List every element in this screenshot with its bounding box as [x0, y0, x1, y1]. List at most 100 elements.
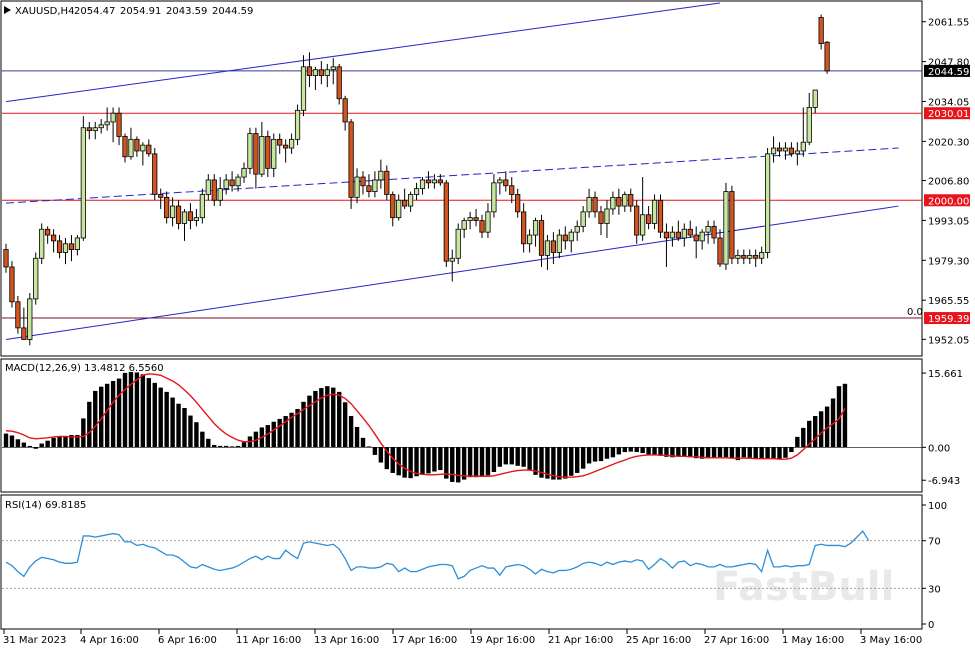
candle-body — [413, 188, 420, 195]
candle-body — [110, 112, 116, 123]
rsi-line — [5, 530, 870, 580]
candle — [116, 107, 122, 146]
candle — [622, 191, 628, 212]
time-tick-label: 3 May 16:00 — [860, 635, 922, 646]
macd-bar — [170, 397, 175, 448]
candle — [277, 133, 283, 154]
price-tag-label: 2000.00 — [928, 196, 969, 207]
candle — [705, 220, 711, 244]
candle — [384, 165, 390, 201]
macd-bar — [616, 447, 622, 455]
candle — [693, 226, 699, 259]
macd-bar — [491, 447, 497, 472]
macd-bar — [99, 386, 104, 448]
candle-body — [759, 252, 765, 259]
macd-bar — [93, 390, 98, 448]
candle-body — [604, 208, 610, 224]
macd-bar — [390, 447, 395, 473]
candle — [265, 130, 271, 178]
candle — [491, 174, 497, 218]
macd-bar — [699, 447, 705, 459]
macd-bar — [87, 401, 92, 448]
candle — [324, 63, 330, 88]
candle-body — [425, 179, 432, 184]
candle-body — [592, 196, 598, 213]
candle — [753, 249, 759, 267]
candle — [241, 162, 247, 183]
candle — [372, 171, 378, 198]
macd-bar — [670, 447, 675, 458]
candle — [711, 220, 717, 244]
candle — [425, 171, 432, 189]
macd-bar — [479, 447, 485, 477]
candle-body — [80, 127, 86, 239]
macd-tick-label: -6.943 — [928, 476, 960, 487]
rsi-title: RSI(14) 69.8185 — [5, 500, 86, 511]
candle-body — [193, 217, 199, 221]
macd-bar — [295, 408, 300, 448]
candle-body — [628, 194, 634, 207]
candle-body — [818, 17, 824, 45]
candle — [21, 307, 27, 340]
price-tick-label: 1952.05 — [928, 335, 969, 346]
macd-bar — [801, 427, 806, 448]
macd-bar — [783, 447, 788, 458]
candle — [759, 246, 765, 265]
price-layer — [2, 2, 922, 346]
macd-bar — [331, 387, 336, 448]
macd-bar — [705, 447, 711, 459]
candle — [27, 293, 33, 346]
candle-body — [663, 231, 670, 239]
price-tick-label: 1993.05 — [928, 216, 969, 227]
candle — [378, 159, 384, 189]
candle-body — [306, 66, 313, 76]
candle — [253, 127, 259, 189]
candle-body — [169, 205, 176, 219]
macd-bar — [527, 447, 532, 471]
macd-bar — [200, 431, 205, 448]
candle-body — [824, 41, 830, 72]
candle-body — [235, 176, 241, 187]
candle — [747, 249, 753, 265]
macd-bar — [551, 447, 556, 480]
macd-bar — [212, 444, 217, 448]
candle — [39, 223, 45, 265]
candle — [283, 139, 289, 163]
candle — [354, 168, 360, 204]
macd-bar — [342, 402, 348, 448]
candle-body — [318, 69, 324, 76]
candle-body — [574, 225, 580, 233]
time-tick-label: 1 May 16:00 — [782, 635, 844, 646]
candle-body — [128, 138, 134, 158]
macd-bar — [682, 447, 687, 457]
candle — [152, 148, 158, 201]
candle — [521, 203, 527, 253]
candle-body — [544, 240, 551, 256]
macd-bar — [289, 412, 294, 448]
candle-body — [562, 234, 568, 242]
rsi-tick-label: 70 — [928, 537, 941, 548]
macd-bar — [188, 415, 193, 448]
trendline-mid-channel — [5, 147, 899, 204]
candle — [390, 191, 396, 227]
candle-body — [646, 214, 652, 224]
candle-body — [360, 176, 366, 187]
macd-bar — [485, 447, 491, 476]
header-arrow-icon[interactable] — [4, 6, 11, 14]
candle — [122, 133, 128, 163]
candle — [741, 249, 747, 265]
candle — [407, 191, 414, 212]
macd-bar — [497, 447, 503, 467]
candle-body — [15, 301, 21, 329]
macd-bar — [223, 445, 229, 448]
candle-body — [217, 188, 223, 201]
macd-bar — [21, 442, 27, 448]
candle-body — [354, 176, 360, 198]
candle-body — [675, 231, 681, 239]
candle — [164, 191, 170, 224]
candle-body — [550, 240, 557, 253]
candle-body — [443, 182, 449, 262]
candle — [651, 194, 658, 230]
candle — [211, 174, 217, 207]
candle-body — [794, 150, 800, 155]
